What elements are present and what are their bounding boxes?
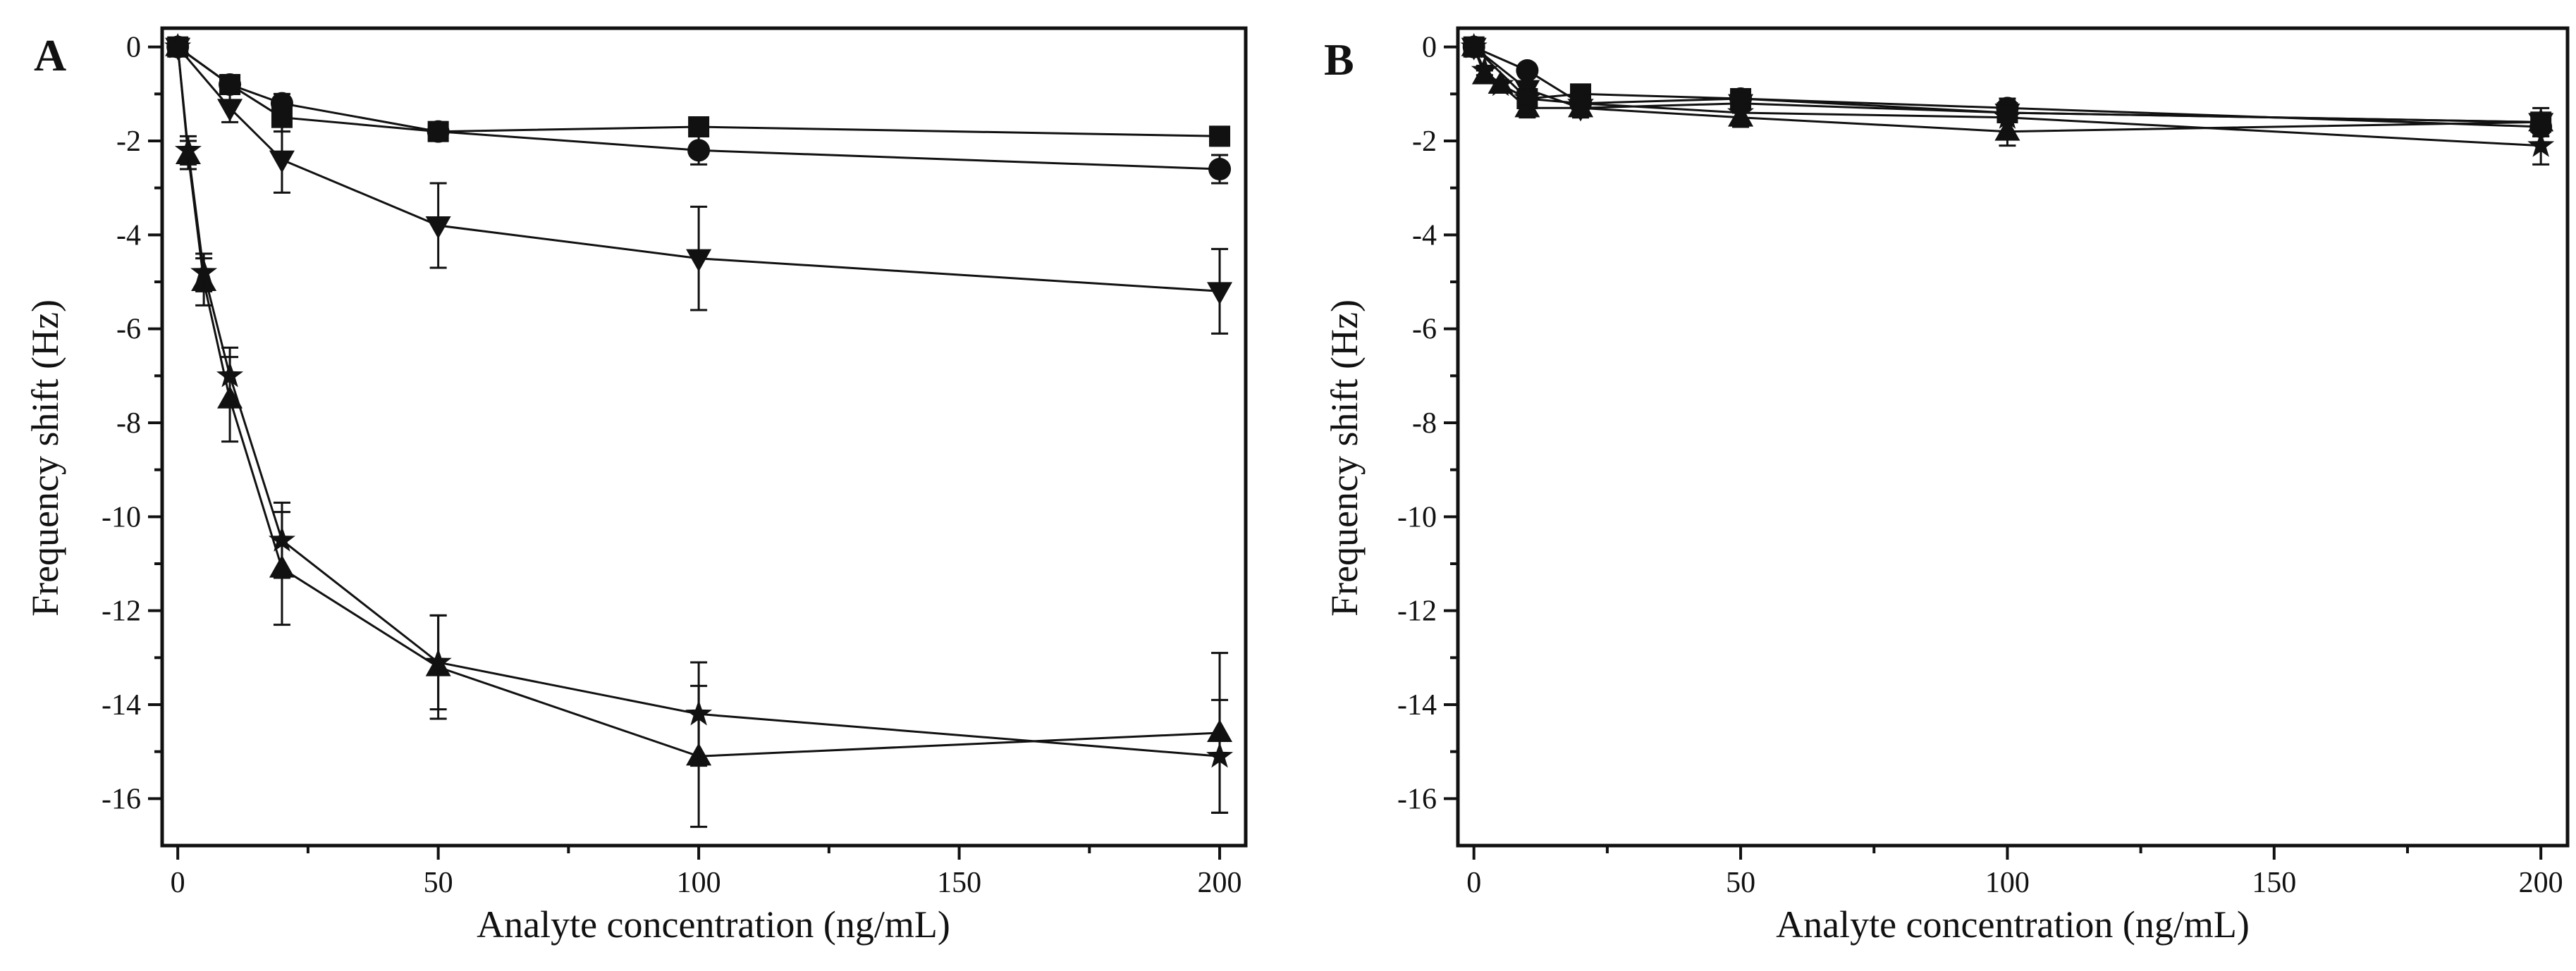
b-point-star [1471, 56, 1498, 82]
panel-a-marks [164, 32, 1234, 828]
a-point-down-triangle [1207, 282, 1233, 305]
a-point-circle [1208, 158, 1232, 180]
panel-b-plot-frame [1456, 26, 2570, 848]
a-point-down-triangle [686, 249, 712, 272]
a-point-star [190, 258, 218, 284]
b-point-star [1514, 85, 1541, 111]
b-y-tick-label: -12 [1397, 595, 1437, 628]
a-point-star [174, 136, 202, 162]
b-y-tick-label: -16 [1397, 783, 1437, 815]
b-x-tick-label: 100 [1985, 867, 2030, 899]
b-y-tick-label: -14 [1397, 689, 1437, 722]
a-point-star [268, 526, 295, 552]
b-point-star [1460, 32, 1488, 58]
a-x-tick-label: 50 [424, 867, 453, 899]
b-y-tick-label: -6 [1412, 314, 1437, 346]
panel-b-ticks: 0 50 100 150 200 0 -2 -4 -6 -8 -10 -12 -14 -16 [1397, 32, 2563, 899]
a-point-circle [687, 139, 711, 162]
b-x-tick-label: 150 [2252, 867, 2296, 899]
b-series-star [1460, 32, 2555, 166]
b-point-star [1567, 89, 1595, 115]
panel-a-letter: A [34, 30, 66, 80]
a-y-tick-label: -2 [116, 125, 141, 158]
b-point-up-triangle [2528, 109, 2554, 132]
panel-a: A Analyte concentration (ng/mL) Frequenc… [24, 26, 1248, 946]
a-point-down-triangle [269, 150, 295, 173]
panel-b-letter: B [1324, 35, 1354, 85]
a-point-star [164, 32, 192, 58]
b-y-tick-label: -10 [1397, 501, 1437, 533]
b-point-star [1727, 99, 1755, 125]
a-y-tick-label: -10 [102, 501, 141, 533]
a-point-star [424, 648, 452, 674]
a-y-tick-label: 0 [126, 32, 141, 64]
a-y-tick-label: -16 [102, 783, 141, 815]
a-point-star [685, 700, 713, 726]
a-series-line-star [176, 47, 1220, 757]
b-point-star [2527, 131, 2555, 157]
a-point-circle [427, 120, 450, 143]
a-point-square [1209, 125, 1231, 147]
a-point-star [1206, 742, 1234, 768]
a-series-circle [166, 35, 1232, 185]
panel-a-plot-frame [160, 26, 1248, 848]
a-point-down-triangle [217, 99, 243, 122]
panel-b-y-axis-label: Frequency shift (Hz) [1323, 299, 1366, 617]
b-y-tick-label: -8 [1412, 407, 1437, 440]
b-x-tick-label: 200 [2519, 867, 2563, 899]
a-point-star [216, 361, 244, 388]
a-point-circle [270, 92, 293, 115]
panel-b-x-axis-label: Analyte concentration (ng/mL) [1776, 903, 2250, 946]
b-point-star [1487, 70, 1514, 97]
b-x-tick-label: 50 [1726, 867, 1755, 899]
b-y-tick-label: -2 [1412, 125, 1437, 158]
panel-b: B Analyte concentration (ng/mL) Frequenc… [1323, 26, 2570, 946]
b-x-tick-label: 0 [1466, 867, 1481, 899]
b-point-star [1994, 103, 2021, 129]
panel-a-y-axis-label: Frequency shift (Hz) [24, 299, 66, 617]
b-point-circle [1516, 59, 1539, 82]
b-y-tick-label: 0 [1422, 32, 1437, 64]
panel-b-marks [1460, 32, 2555, 166]
a-y-tick-label: -8 [116, 407, 141, 440]
a-point-down-triangle [425, 216, 451, 239]
a-point-square [688, 116, 710, 137]
a-y-tick-label: -6 [116, 314, 141, 346]
a-series-line-down-triangle [177, 46, 1220, 292]
a-y-tick-label: -4 [116, 219, 141, 252]
a-y-tick-label: -14 [102, 689, 141, 722]
b-y-tick-label: -4 [1412, 219, 1437, 252]
a-point-circle [219, 73, 242, 96]
a-series-star [164, 32, 1234, 814]
a-x-tick-label: 100 [677, 867, 721, 899]
panel-a-ticks: 0 50 100 150 200 0 -2 -4 -6 -8 -10 -12 -14 -16 [102, 32, 1242, 899]
a-x-tick-label: 200 [1198, 867, 1242, 899]
panel-a-x-axis-label: Analyte concentration (ng/mL) [477, 903, 950, 946]
a-x-tick-label: 150 [937, 867, 981, 899]
a-y-tick-label: -12 [102, 595, 141, 628]
a-x-tick-label: 0 [171, 867, 185, 899]
